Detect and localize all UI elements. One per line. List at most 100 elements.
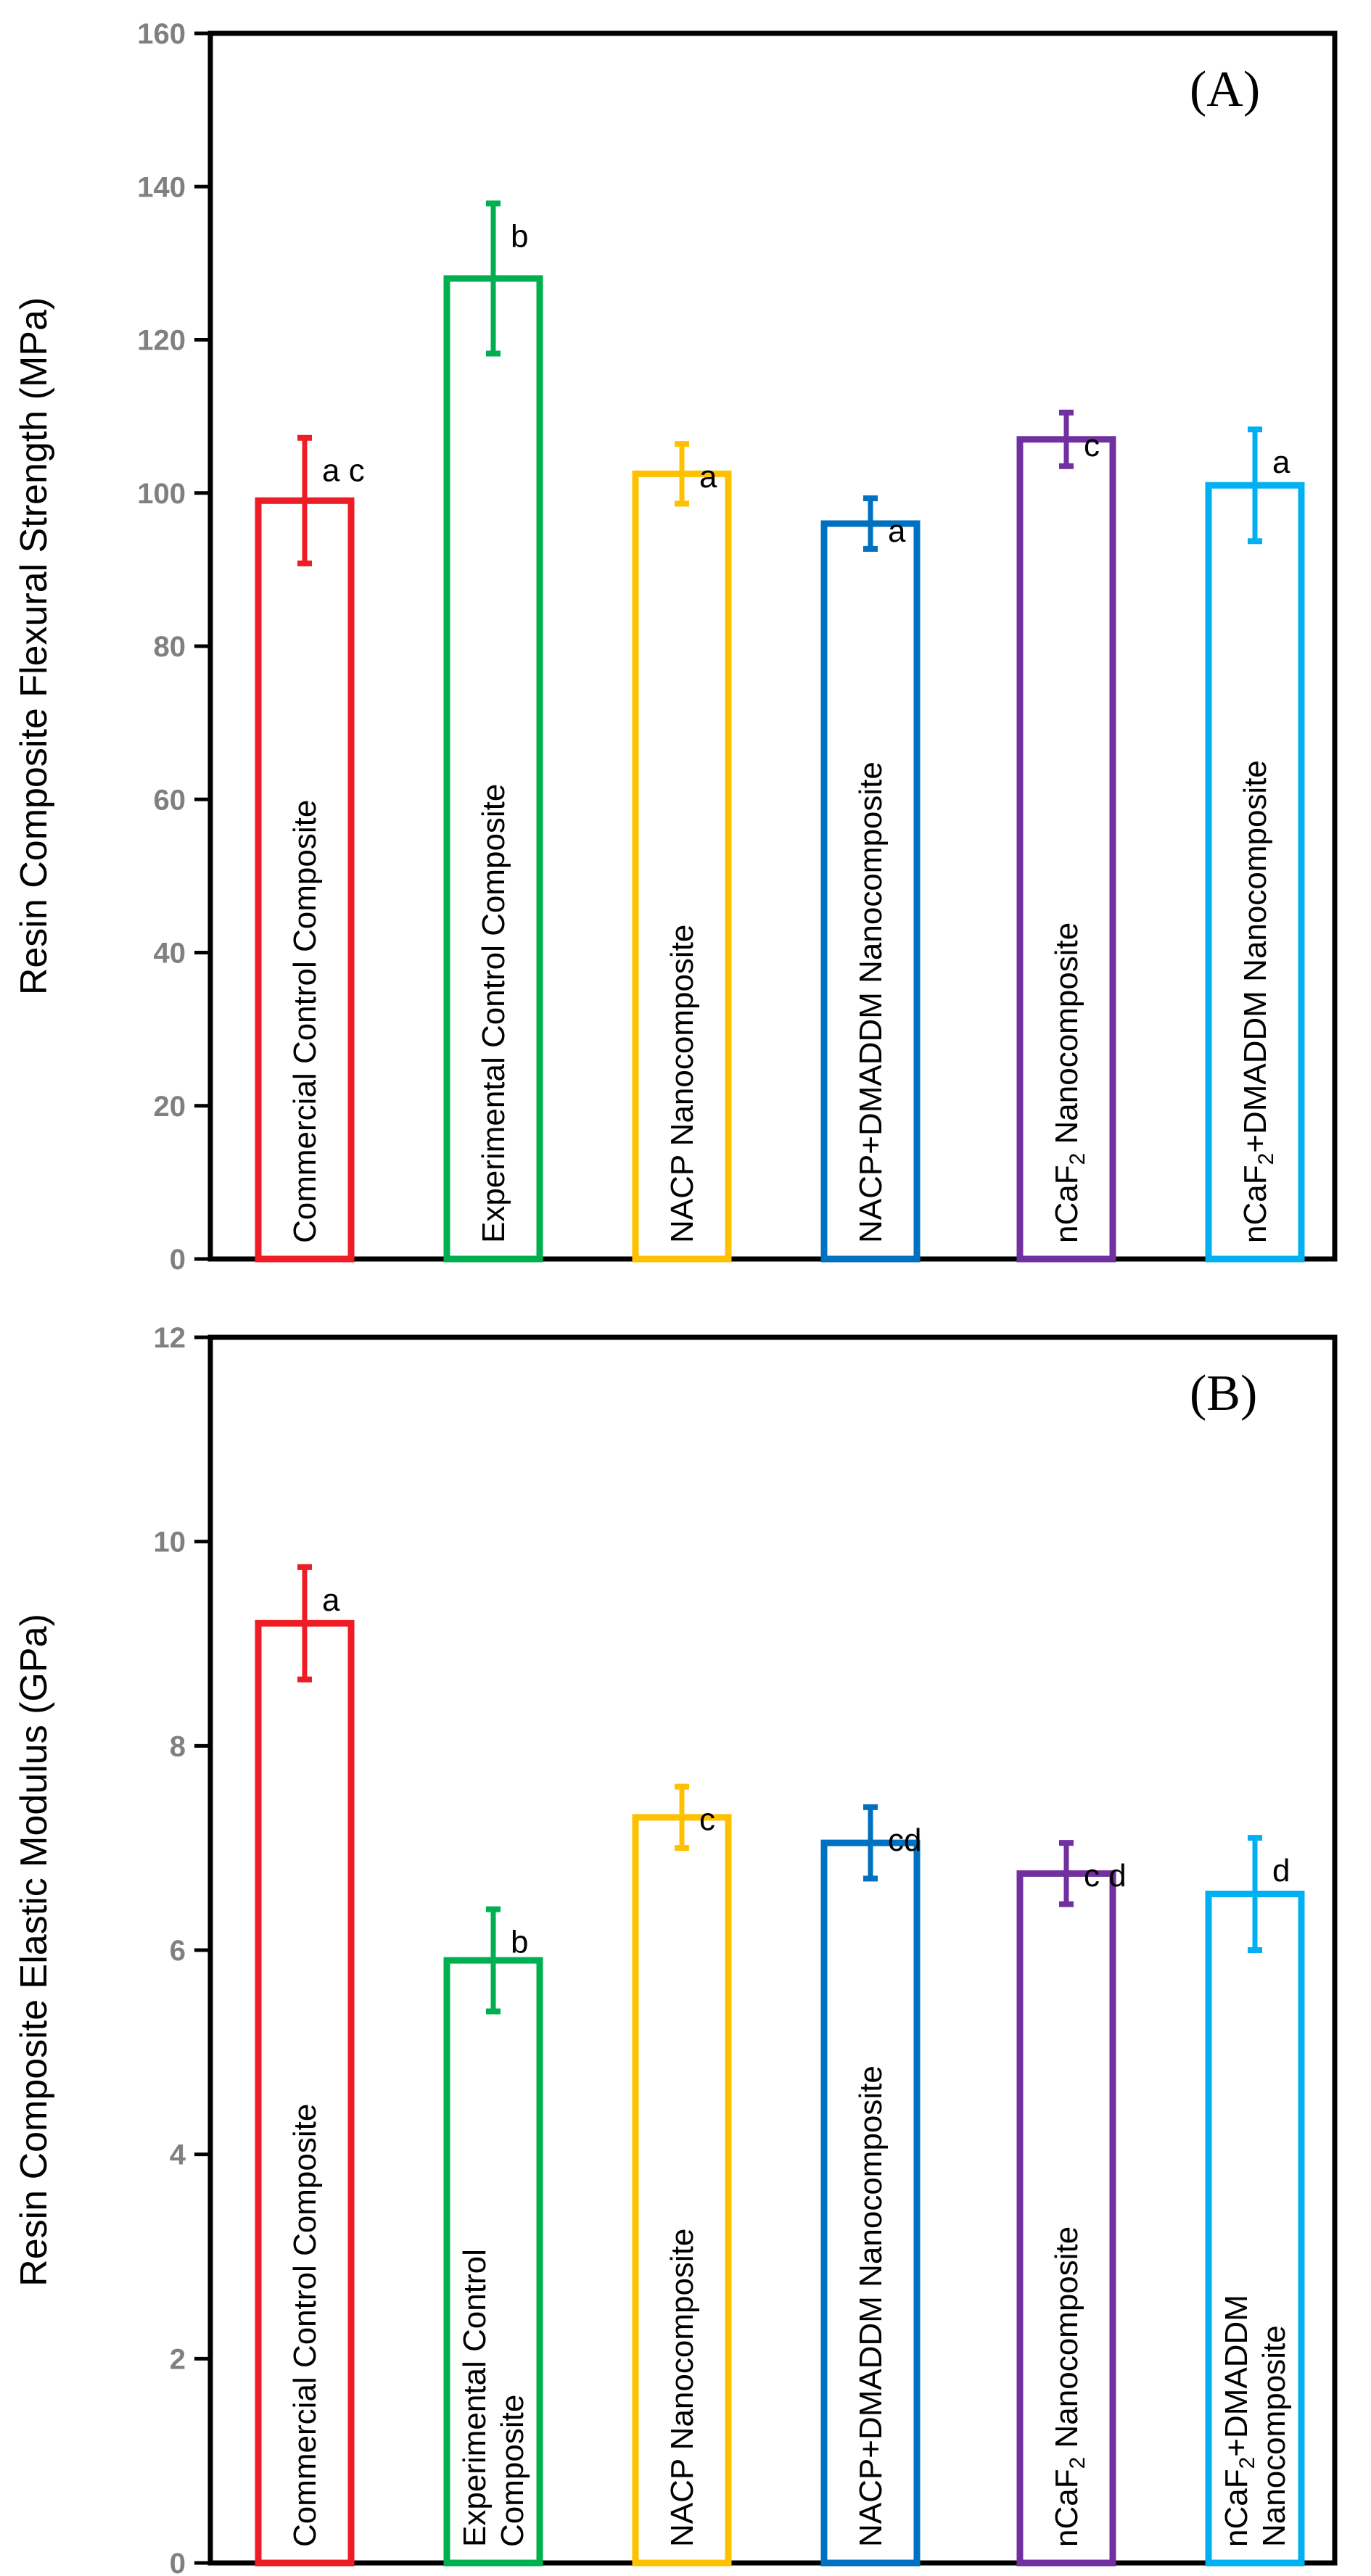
category-label-segment: NACP Nanocomposite — [664, 2229, 700, 2547]
category-label-segment: Commercial Control Composite — [287, 2104, 323, 2547]
category-label-segment: Nanocomposite — [1049, 2226, 1084, 2457]
y-tick-label-a-5: 100 — [137, 478, 186, 510]
category-label-segment: Experimental Control Composite — [476, 784, 511, 1243]
error-bar-b-3 — [863, 1804, 878, 1882]
y-tick-label-b-6: 12 — [154, 1322, 186, 1354]
y-tick-label-b-5: 10 — [154, 1527, 186, 1559]
bar-group-a-5: a nCaF2+DMADDM Nanocomposite — [1205, 426, 1305, 1263]
category-label-a-5-line-0: nCaF2+DMADDM Nanocomposite — [1238, 760, 1278, 1243]
error-bar-a-3 — [863, 495, 878, 552]
significance-letter-b-1: b — [511, 1925, 528, 1960]
bar-group-b-3: cd NACP+DMADDM Nanocomposite — [820, 1804, 921, 2567]
y-tick-label-a-2: 40 — [154, 938, 186, 970]
significance-letter-b-3: cd — [888, 1822, 921, 1858]
y-tick-label-a-4: 80 — [154, 631, 186, 663]
bars-b: a Commercial Control Composite b Experiment… — [255, 1564, 1305, 2567]
y-tick-label-a-6: 120 — [137, 325, 186, 357]
category-label-segment: Commercial Control Composite — [287, 800, 323, 1243]
category-label-b-5-line-1: Nanocomposite — [1256, 2325, 1292, 2547]
bars-a: a c Commercial Control Composite b Experime… — [255, 200, 1305, 1263]
significance-letter-a-4: c — [1084, 428, 1100, 463]
error-bar-a-5 — [1248, 426, 1262, 545]
bar-group-a-0: a c Commercial Control Composite — [255, 434, 365, 1263]
bar-group-b-0: a Commercial Control Composite — [255, 1564, 355, 2567]
category-label-b-1-line-0: Experimental Control — [457, 2249, 493, 2547]
error-bar-b-4 — [1059, 1840, 1074, 1907]
error-bar-b-5 — [1248, 1835, 1262, 1953]
y-tick-label-b-1: 2 — [170, 2343, 186, 2375]
y-tick-label-b-3: 6 — [170, 1935, 186, 1967]
y-ticks-b: 0 2 4 6 8 10 12 — [154, 1322, 210, 2576]
category-label-segment: Composite — [495, 2395, 530, 2547]
category-label-segment: +DMADDM Nanocomposite — [1238, 760, 1273, 1153]
y-tick-label-a-7: 140 — [137, 171, 186, 203]
significance-letter-a-0: a c — [322, 453, 365, 489]
category-label-a-2-line-0: NACP Nanocomposite — [664, 925, 700, 1243]
category-label-b-3-line-0: NACP+DMADDM Nanocomposite — [853, 2065, 889, 2547]
y-tick-label-a-0: 0 — [170, 1244, 186, 1276]
category-label-segment: 2 — [1254, 1153, 1278, 1165]
category-label-segment: +DMADDM — [1219, 2295, 1254, 2457]
bar-group-a-1: b Experimental Control Composite — [443, 200, 543, 1263]
category-label-segment: nCaF — [1219, 2469, 1254, 2547]
bar-group-b-5: d nCaF2+DMADDM Nanocomposite — [1205, 1835, 1305, 2567]
category-label-segment: Experimental Control — [457, 2249, 493, 2547]
significance-letter-b-0: a — [322, 1582, 340, 1618]
significance-letter-a-1: b — [511, 218, 528, 254]
category-label-b-5-line-0: nCaF2+DMADDM — [1219, 2295, 1259, 2547]
bar-group-a-3: a NACP+DMADDM Nanocomposite — [820, 495, 921, 1263]
category-label-b-4-line-0: nCaF2 Nanocomposite — [1049, 2226, 1090, 2547]
category-label-segment: nCaF — [1049, 2469, 1084, 2547]
y-tick-label-b-0: 0 — [170, 2548, 186, 2576]
bar-group-b-4: c d nCaF2 Nanocomposite — [1016, 1840, 1127, 2567]
y-tick-label-a-8: 160 — [137, 18, 186, 50]
category-label-segment: nCaF — [1238, 1165, 1273, 1243]
y-tick-label-a-3: 60 — [154, 784, 186, 816]
panel-label-b: (B) — [1190, 1366, 1257, 1421]
panel-b: (B) Resin Composite Elastic Modulus (GPa… — [13, 1322, 1338, 2576]
panel-label-a: (A) — [1190, 62, 1260, 117]
category-label-segment: Nanocomposite — [1256, 2325, 1292, 2547]
significance-letter-a-3: a — [888, 513, 906, 549]
significance-letter-b-5: d — [1272, 1853, 1290, 1888]
category-label-segment: NACP+DMADDM Nanocomposite — [853, 2065, 889, 2547]
plot-frame-b — [207, 1334, 1338, 2566]
category-label-a-3-line-0: NACP+DMADDM Nanocomposite — [853, 761, 889, 1243]
category-label-segment: 2 — [1066, 1153, 1090, 1165]
bar-group-b-2: c NACP Nanocomposite — [632, 1783, 732, 2567]
y-tick-label-b-4: 8 — [170, 1730, 186, 1762]
category-label-a-1-line-0: Experimental Control Composite — [476, 784, 511, 1243]
significance-letter-a-2: a — [699, 459, 717, 495]
bar-group-a-4: c nCaF2 Nanocomposite — [1016, 409, 1116, 1263]
category-label-segment: nCaF — [1049, 1165, 1084, 1243]
y-ticks-a: 0 20 40 60 80 100 120 140 160 — [137, 18, 210, 1276]
y-tick-label-b-2: 4 — [170, 2139, 186, 2171]
bar-group-a-2: a NACP Nanocomposite — [632, 441, 732, 1263]
y-axis-title-b: Resin Composite Elastic Modulus (GPa) — [13, 1614, 55, 2287]
error-bar-b-1 — [486, 1906, 501, 2015]
category-label-b-1-line-1: Composite — [495, 2395, 530, 2547]
y-axis-title-a: Resin Composite Flexural Strength (MPa) — [13, 297, 55, 995]
error-bar-b-2 — [675, 1783, 689, 1852]
error-bar-a-4 — [1059, 409, 1074, 469]
category-label-segment: NACP+DMADDM Nanocomposite — [853, 761, 889, 1243]
category-label-a-4-line-0: nCaF2 Nanocomposite — [1049, 922, 1090, 1243]
error-bar-a-0 — [297, 434, 312, 566]
significance-letter-a-5: a — [1272, 445, 1290, 480]
panel-a: (A) Resin Composite Flexural Strength (M… — [13, 18, 1338, 1276]
error-bar-b-0 — [297, 1564, 312, 1683]
category-label-segment: 2 — [1066, 2457, 1090, 2469]
category-label-b-0-line-0: Commercial Control Composite — [287, 2104, 323, 2547]
significance-letter-b-2: c — [699, 1802, 715, 1838]
plot-frame-a — [207, 30, 1338, 1262]
category-label-segment: 2 — [1235, 2457, 1259, 2469]
error-bar-a-1 — [486, 200, 501, 357]
category-label-segment: NACP Nanocomposite — [664, 925, 700, 1243]
significance-letter-b-4: c d — [1084, 1858, 1127, 1894]
error-bar-a-2 — [675, 441, 689, 507]
category-label-b-2-line-0: NACP Nanocomposite — [664, 2229, 700, 2547]
category-label-segment: Nanocomposite — [1049, 922, 1084, 1153]
bar-group-b-1: b Experimental Control Composite — [443, 1906, 543, 2567]
category-label-a-0-line-0: Commercial Control Composite — [287, 800, 323, 1243]
